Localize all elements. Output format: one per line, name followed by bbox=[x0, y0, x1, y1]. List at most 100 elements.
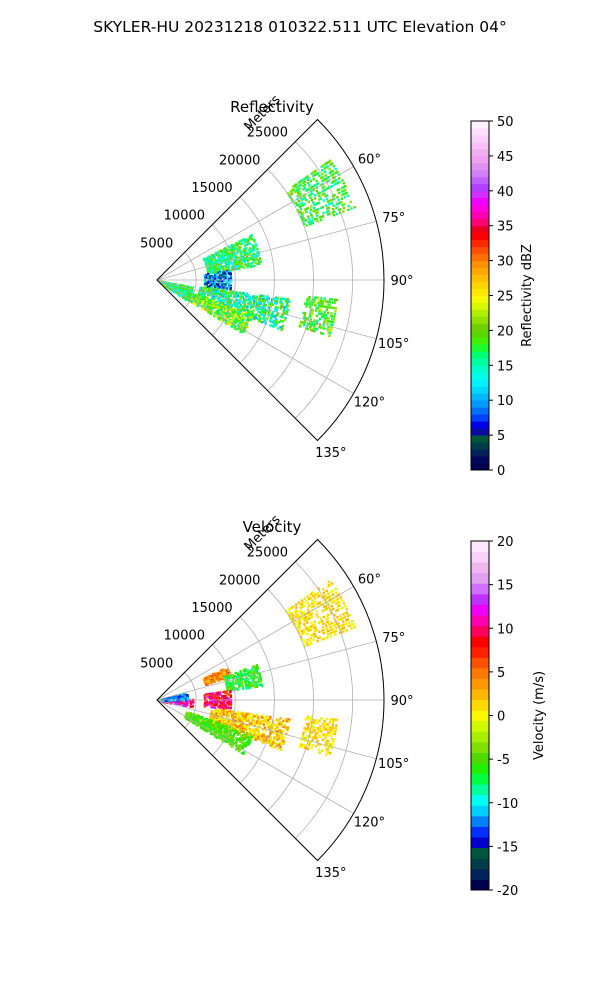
echo-cell bbox=[219, 300, 222, 303]
echo-cell bbox=[281, 297, 284, 300]
echo-cell bbox=[177, 293, 180, 297]
echo-cell bbox=[333, 315, 336, 318]
echo-cell bbox=[257, 723, 260, 727]
echo-cell bbox=[295, 603, 298, 606]
echo-cell bbox=[327, 606, 330, 609]
echo-cell bbox=[239, 722, 243, 725]
echo-cell bbox=[306, 621, 309, 624]
echo-cell bbox=[298, 193, 301, 197]
echo-cell bbox=[288, 611, 291, 614]
echo-cell bbox=[203, 697, 207, 700]
echo-cell bbox=[252, 296, 255, 299]
echo-cell bbox=[260, 683, 263, 686]
echo-cell bbox=[315, 322, 318, 325]
echo-cell bbox=[304, 717, 307, 721]
echo-cell bbox=[239, 323, 242, 327]
echo-cell bbox=[330, 582, 334, 585]
echo-cell bbox=[334, 633, 337, 636]
echo-cell bbox=[255, 685, 259, 688]
azimuth-line bbox=[156, 220, 377, 281]
echo-cell bbox=[230, 252, 233, 255]
echo-cell bbox=[246, 310, 250, 313]
echo-cell bbox=[250, 310, 253, 313]
echo-cell bbox=[221, 284, 224, 287]
echo-cell bbox=[305, 641, 309, 644]
echo-cell bbox=[323, 319, 326, 322]
echo-cell bbox=[242, 673, 245, 676]
echo-cell bbox=[161, 283, 165, 286]
echo-cell bbox=[232, 253, 235, 256]
echo-cell bbox=[232, 315, 235, 318]
echo-cell bbox=[214, 277, 217, 280]
echo-cell bbox=[164, 285, 167, 288]
echo-cell bbox=[281, 320, 284, 323]
echo-cell bbox=[338, 604, 341, 607]
echo-cell bbox=[308, 597, 311, 601]
echo-cell bbox=[219, 677, 222, 680]
echo-cell bbox=[247, 313, 251, 316]
echo-cell bbox=[219, 705, 222, 708]
echo-cell bbox=[176, 702, 179, 706]
echo-cell bbox=[235, 241, 238, 245]
echo-cell bbox=[285, 732, 288, 736]
echo-cell bbox=[346, 194, 350, 197]
echo-cell bbox=[222, 707, 225, 710]
echo-cell bbox=[221, 740, 225, 743]
echo-cell bbox=[341, 620, 345, 623]
echo-cell bbox=[320, 620, 324, 623]
echo-cell bbox=[219, 709, 222, 713]
echo-cell bbox=[278, 732, 281, 736]
echo-cell bbox=[210, 286, 213, 289]
echo-cell bbox=[251, 255, 254, 259]
echo-cell bbox=[212, 695, 215, 699]
echo-cell bbox=[224, 292, 228, 296]
echo-cell bbox=[237, 673, 240, 677]
echo-cell bbox=[249, 313, 252, 316]
echo-cell bbox=[270, 303, 273, 306]
echo-cell bbox=[228, 263, 231, 266]
echo-cell bbox=[223, 710, 226, 713]
echo-cell bbox=[324, 174, 327, 177]
echo-cell bbox=[245, 712, 248, 715]
echo-cell bbox=[324, 597, 327, 601]
echo-cell bbox=[227, 284, 231, 287]
echo-cell bbox=[307, 206, 310, 210]
echo-cell bbox=[229, 736, 233, 739]
echo-cell bbox=[196, 721, 200, 724]
echo-cell bbox=[272, 719, 275, 723]
echo-cell bbox=[255, 256, 258, 259]
echo-cell bbox=[314, 169, 318, 172]
echo-cell bbox=[205, 694, 208, 698]
echo-cell bbox=[220, 287, 224, 290]
echo-cell bbox=[224, 252, 228, 255]
echo-cell bbox=[234, 723, 237, 726]
echo-cell bbox=[315, 314, 319, 317]
echo-cell bbox=[228, 700, 231, 703]
echo-cell bbox=[295, 606, 298, 609]
echo-cell bbox=[326, 305, 329, 309]
echo-cell bbox=[247, 680, 251, 684]
echo-cell bbox=[318, 307, 322, 310]
echo-cell bbox=[233, 294, 236, 297]
echo-cell bbox=[230, 745, 233, 748]
echo-cell bbox=[215, 736, 219, 739]
echo-cell bbox=[331, 589, 334, 593]
colorbar-tick-label: 10 bbox=[497, 394, 514, 409]
echo-cell bbox=[213, 288, 216, 292]
echo-cell bbox=[298, 205, 301, 208]
colorbar-segment bbox=[471, 344, 489, 352]
echo-cell bbox=[324, 188, 327, 191]
echo-cell bbox=[258, 683, 262, 686]
echo-cell bbox=[325, 316, 329, 320]
echo-cell bbox=[244, 726, 247, 729]
echo-cell bbox=[207, 265, 210, 268]
echo-cell bbox=[181, 296, 185, 299]
echo-cell bbox=[323, 189, 326, 192]
echo-cell bbox=[302, 188, 305, 191]
echo-cell bbox=[247, 671, 250, 675]
echo-cell bbox=[305, 747, 308, 750]
colorbar-label: Reflectivity dBZ bbox=[520, 244, 535, 347]
echo-cell bbox=[195, 719, 198, 723]
echo-cell bbox=[251, 249, 254, 252]
echo-cell bbox=[181, 289, 184, 292]
